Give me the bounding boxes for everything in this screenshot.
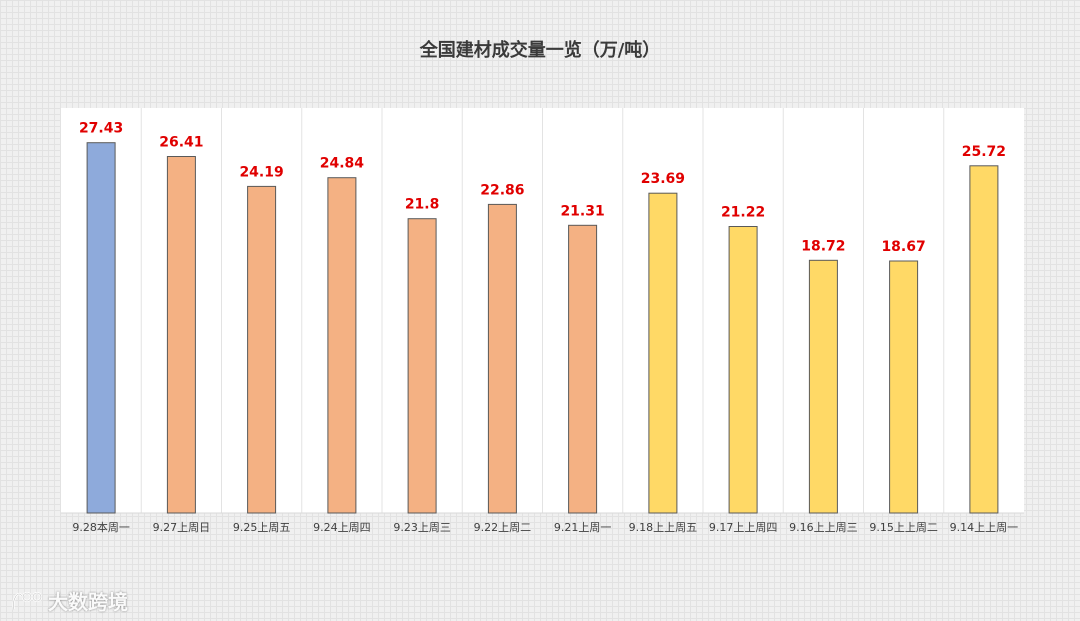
x-tick-label: 9.15上上周二 [869, 521, 938, 534]
gridlines [140, 108, 945, 513]
x-tick-label: 9.23上周三 [393, 521, 451, 534]
data-label: 21.22 [721, 205, 765, 221]
bar [247, 185, 277, 514]
x-tick-label: 9.22上周二 [474, 521, 532, 534]
data-label: 23.69 [641, 171, 685, 187]
bar [568, 224, 598, 514]
bar [969, 165, 999, 514]
bar [889, 260, 919, 514]
bar [407, 218, 437, 514]
data-label: 24.19 [239, 164, 283, 180]
data-label: 18.67 [881, 239, 925, 255]
value-labels: 27.43 26.41 24.19 24.84 21.8 22.86 21.31 23.69 2… [79, 121, 1006, 255]
x-tick-label: 9.27上周日 [153, 521, 211, 534]
bar [808, 259, 838, 514]
bar [487, 203, 517, 514]
bar [166, 156, 196, 514]
bar [327, 177, 357, 514]
x-tick-label: 9.14上上周一 [950, 521, 1019, 534]
data-label: 18.72 [801, 238, 845, 254]
x-tick-label: 9.24上周四 [313, 521, 371, 534]
data-label: 26.41 [159, 135, 203, 151]
x-tick-label: 9.21上周一 [554, 521, 612, 534]
data-label: 22.86 [480, 182, 524, 198]
bars [86, 142, 999, 514]
bar [648, 192, 678, 514]
data-label: 27.43 [79, 121, 123, 137]
bar [86, 142, 116, 514]
chart-title: 全国建材成交量一览（万/吨） [419, 40, 661, 61]
watermark: 大数跨境 [10, 586, 128, 615]
x-tick-label: 9.28本周一 [72, 520, 130, 534]
brand-logo-icon [12, 591, 43, 610]
x-tick-label: 9.25上周五 [233, 521, 291, 534]
data-label: 25.72 [962, 144, 1006, 160]
data-label: 21.31 [560, 203, 604, 219]
watermark-text: 大数跨境 [48, 590, 128, 614]
data-label: 24.84 [320, 156, 365, 172]
bar [728, 226, 758, 514]
x-tick-labels: 9.28本周一 9.27上周日 9.25上周五 9.24上周四 9.23上周三 9.22上… [72, 520, 1018, 534]
x-tick-label: 9.16上上周三 [789, 521, 858, 534]
x-tick-label: 9.18上上周五 [629, 521, 698, 534]
data-label: 21.8 [405, 197, 440, 213]
x-tick-label: 9.17上上周四 [709, 521, 778, 534]
